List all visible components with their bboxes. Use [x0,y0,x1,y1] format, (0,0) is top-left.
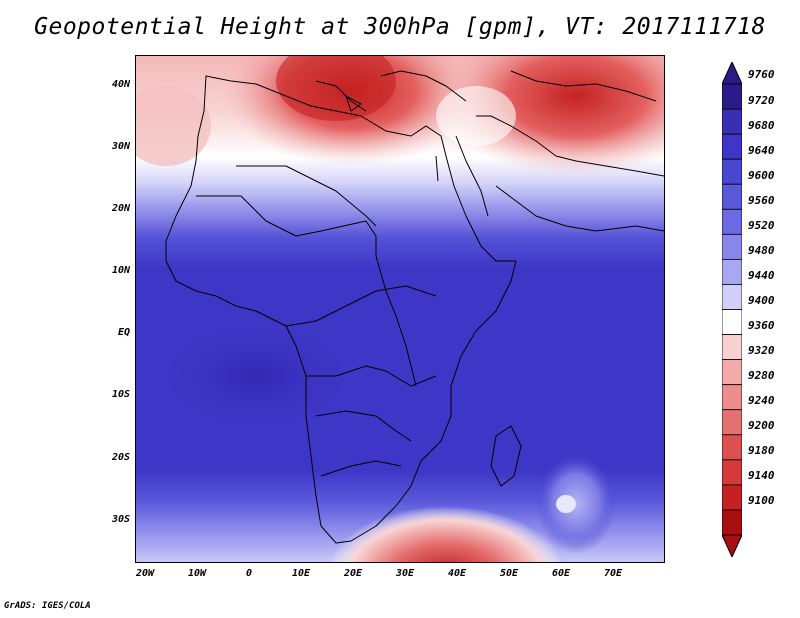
colorbar-label: 9320 [748,344,775,358]
colorbar-label: 9600 [748,168,775,182]
colorbar [722,62,742,557]
map-panel [135,55,665,563]
colorbar-label: 9360 [748,319,775,333]
northeast-high-anomaly [436,56,664,176]
south-high-anomaly [328,506,564,562]
colorbar-swatch [722,133,742,160]
lon-label-40e: 40E [447,568,467,579]
map-title: Geopotential Height at 300hPa [gpm], VT:… [34,14,766,40]
colorbar-label: 9240 [748,394,775,408]
colorbar-label: 9640 [748,143,775,157]
lon-label-70e: 70E [603,568,623,579]
colorbar-swatch [722,158,742,185]
colorbar-label: 9720 [748,93,775,107]
colorbar-swatch [722,384,742,411]
colorbar-swatch [722,208,742,235]
colorbar-label: 9520 [748,218,775,232]
colorbar-swatch [722,434,742,461]
lat-label-10s: 10S [111,389,130,400]
colorbar-label: 9180 [748,444,775,458]
lat-label-20s: 20S [111,452,130,463]
lat-label-20n: 20N [111,203,130,214]
central-dark-area [146,316,366,436]
colorbar-label: 9560 [748,193,775,207]
mediterranean-core [276,56,396,121]
lon-label-20e: 20E [343,568,363,579]
colorbar-top-arrow [722,62,742,85]
colorbar-label: 9440 [748,268,775,282]
credit-text: GrADS: IGES/COLA [4,601,91,611]
colorbar-swatch [722,183,742,210]
colorbar-label: 9100 [748,494,775,508]
colorbar-bottom-arrow [722,534,742,557]
colorbar-label: 9140 [748,469,775,483]
lat-label-30s: 30S [111,514,130,525]
colorbar-swatch [722,309,742,335]
colorbar-swatch [722,409,742,436]
northwest-anomaly [136,86,211,166]
lon-label-0: 0 [245,568,253,579]
lon-label-10e: 10E [291,568,311,579]
lat-label-40n: 40N [111,79,130,90]
colorbar-swatch [722,233,742,260]
geopotential-field [136,56,664,562]
colorbar-swatch [722,83,742,110]
colorbar-swatch [722,484,742,511]
coastlines-and-borders [165,70,664,544]
colorbar-label: 9280 [748,369,775,383]
lat-label-30n: 30N [111,141,130,152]
colorbar-label: 9760 [748,68,775,82]
lon-label-30e: 30E [395,568,415,579]
colorbar-swatch [722,284,742,310]
lat-label-10n: 10N [111,265,130,276]
colorbar-swatch [722,509,742,536]
lat-label-eq: EQ [117,327,130,338]
colorbar-swatch [722,334,742,361]
indian-ocean-core [556,495,576,513]
lon-label-20w: 20W [135,568,155,579]
colorbar-label: 9200 [748,419,775,433]
colorbar-swatch [722,108,742,135]
lon-label-60e: 60E [551,568,571,579]
colorbar-label: 9480 [748,243,775,257]
lon-label-10w: 10W [187,568,207,579]
colorbar-swatch [722,459,742,486]
colorbar-swatch [722,258,742,285]
colorbar-label: 9400 [748,293,775,307]
colorbar-swatch [722,359,742,386]
lon-label-50e: 50E [499,568,519,579]
colorbar-label: 9680 [748,118,775,132]
